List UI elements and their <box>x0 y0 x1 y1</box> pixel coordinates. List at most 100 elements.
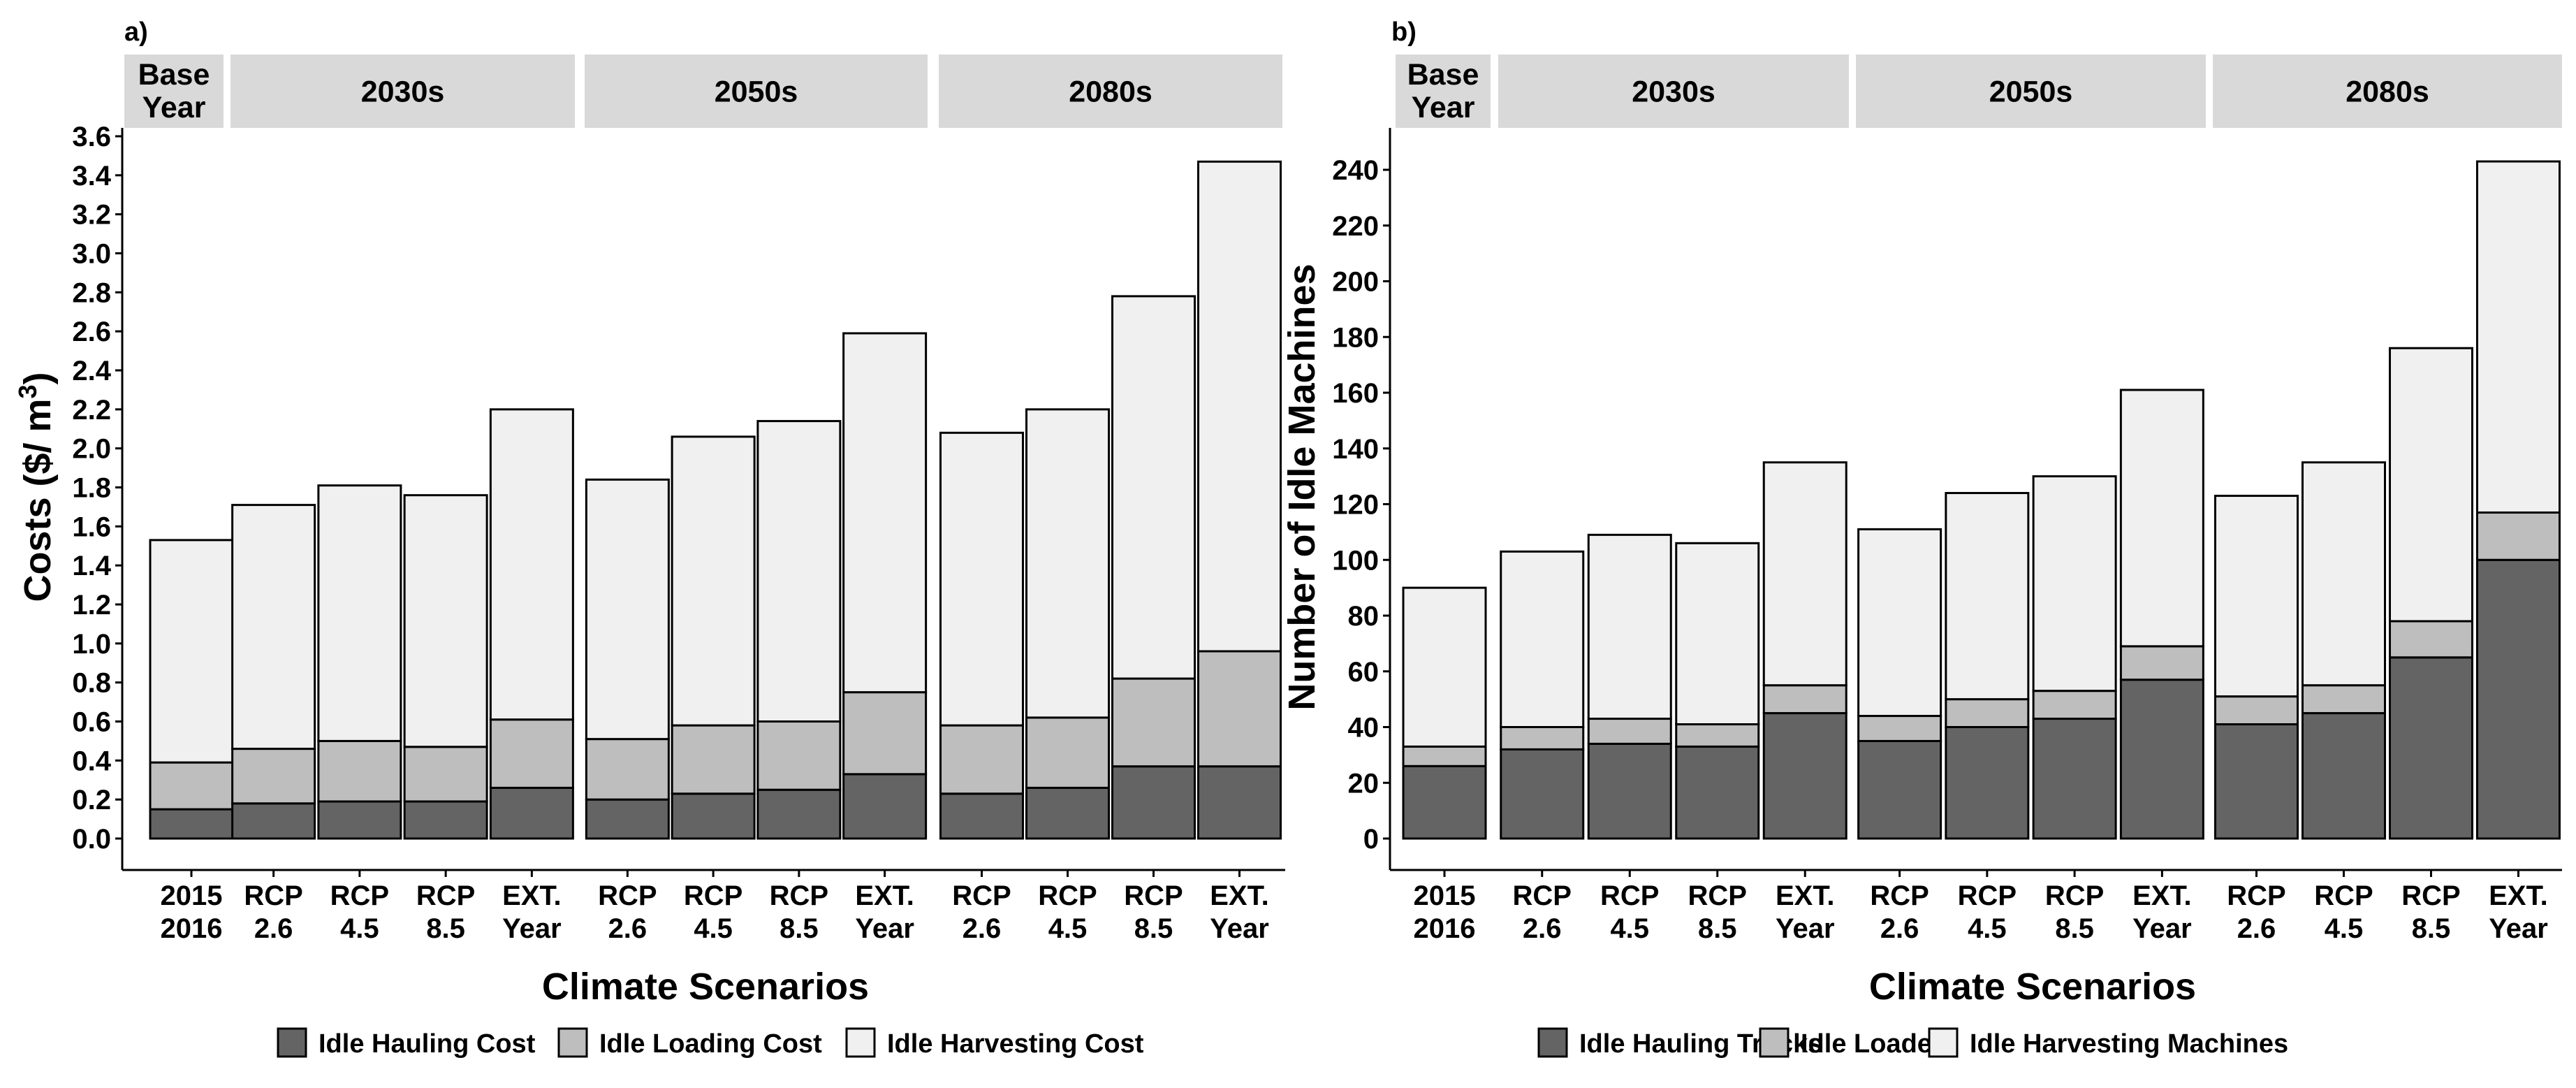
panel-b-bar-loading-f2-c2 <box>2032 690 2117 720</box>
panel-a-legend-swatch-loading <box>557 1027 588 1058</box>
panel-a-bar-hauling-f1-c1 <box>317 800 402 840</box>
panel-b-bar-harvesting-f2-c2 <box>2032 475 2117 692</box>
panel-a-x-label-f2-c2-line2: 8.5 <box>780 913 819 944</box>
panel-b-bar-loading-f1-c3 <box>1762 684 1847 715</box>
panel-b-bar-harvesting-f1-c0 <box>1500 550 1585 728</box>
panel-b-bar-hauling-f2-c2 <box>2032 718 2117 840</box>
panel-a-y-tick-label-6: 1.2 <box>72 590 111 621</box>
panel-a-y-tick-label-15: 3.0 <box>72 239 111 270</box>
panel-b-y-tick-label-3: 60 <box>1348 657 1380 688</box>
panel-a-x-label-f1-c2-line2: 8.5 <box>426 913 465 944</box>
panel-b-tag: b) <box>1391 17 1417 47</box>
panel-a-x-label-f1-c1-line2: 4.5 <box>340 913 379 944</box>
panel-a-x-label-f0-c0-line2: 2016 <box>161 913 223 944</box>
panel-b-x-label-f1-c0-line2: 2.6 <box>1523 913 1562 944</box>
panel-a-y-tick-label-17: 3.4 <box>72 161 111 191</box>
panel-a-x-label-f3-c0-line2: 2.6 <box>963 913 1002 944</box>
panel-a-y-tick-label-1: 0.2 <box>72 785 111 815</box>
panel-b-bar-harvesting-f0-c0 <box>1402 586 1487 748</box>
panel-a-facet-strip-1 <box>230 55 575 128</box>
panel-a-bar-hauling-f3-c2 <box>1111 765 1196 840</box>
panel-b-x-axis-title: Climate Scenarios <box>1869 966 2196 1008</box>
panel-b-x-label-f2-c2-line1: RCP <box>2045 880 2104 911</box>
panel-a-y-tick-label-13: 2.6 <box>72 317 111 347</box>
panel-b-x-label-f2-c3-line1: EXT. <box>2132 880 2191 911</box>
panel-b-bar-loading-f2-c3 <box>2119 645 2204 681</box>
panel-a-bar-loading-f1-c3 <box>489 718 574 789</box>
panel-a-legend-swatch-hauling <box>277 1027 307 1058</box>
panel-b-bar-hauling-f1-c1 <box>1587 742 1672 840</box>
panel-a-bar-harvesting-f3-c0 <box>939 431 1024 727</box>
panel-a-x-label-f1-c0-line2: 2.6 <box>254 913 293 944</box>
panel-b-y-tick-label-5: 100 <box>1332 545 1379 576</box>
panel-b-bar-hauling-f3-c3 <box>2476 558 2561 840</box>
panel-b-y-tick-label-11: 220 <box>1332 211 1379 242</box>
panel-a-legend-label-loading: Idle Loading Cost <box>599 1029 822 1059</box>
panel-a-legend-label-harvesting: Idle Harvesting Cost <box>887 1029 1144 1059</box>
panel-a-bar-hauling-f2-c0 <box>585 798 670 840</box>
panel-a-x-label-f3-c1-line2: 4.5 <box>1048 913 1088 944</box>
panel-a-y-tick-label-2: 0.4 <box>72 746 111 776</box>
panel-a-facet-strip-2 <box>585 55 928 128</box>
panel-a-x-label-f1-c1-line1: RCP <box>330 880 389 911</box>
panel-b-y-tick-label-12: 240 <box>1332 155 1379 186</box>
panel-b-x-label-f3-c3-line1: EXT. <box>2489 880 2547 911</box>
panel-b-x-label-f3-c0-line1: RCP <box>2227 880 2285 911</box>
panel-a-facet-label-2: 2050s <box>715 75 798 109</box>
panel-b-x-label-f2-c1-line2: 4.5 <box>1968 913 2007 944</box>
panel-a-bar-harvesting-f3-c1 <box>1025 408 1110 719</box>
panel-b-facet-strip-1 <box>1498 55 1849 128</box>
panel-b-y-tick-label-1: 20 <box>1348 768 1380 799</box>
panel-a-y-tick-label-10: 2.0 <box>72 434 111 465</box>
panel-b-facet-label-0-line2: Year <box>1412 91 1475 124</box>
panel-b-bar-harvesting-f2-c1 <box>1945 492 2030 701</box>
panel-a-x-label-f3-c2-line1: RCP <box>1124 880 1183 911</box>
panel-b-x-label-f0-c0-line1: 2015 <box>1414 880 1476 911</box>
panel-a-x-label-f3-c3-line1: EXT. <box>1210 880 1268 911</box>
panel-b-x-label-f0-c0-line2: 2016 <box>1414 913 1476 944</box>
panel-a-y-tick-label-3: 0.6 <box>72 707 111 738</box>
panel-a-y-tick-label-8: 1.6 <box>72 512 111 542</box>
panel-b-x-label-f1-c3-line1: EXT. <box>1776 880 1834 911</box>
panel-a-bar-loading-f2-c3 <box>842 691 928 776</box>
panel-a-y-tick-label-4: 0.8 <box>72 668 111 699</box>
panel-a-x-label-f2-c0-line2: 2.6 <box>608 913 647 944</box>
panel-a-y-tick-label-16: 3.2 <box>72 200 111 231</box>
panel-a-bar-loading-f2-c2 <box>756 720 842 791</box>
panel-a-bar-harvesting-f1-c1 <box>317 484 402 742</box>
panel-a-x-label-f0-c0-line1: 2015 <box>161 880 223 911</box>
panel-a-bar-harvesting-f3-c3 <box>1197 160 1282 653</box>
panel-b-bar-hauling-f1-c2 <box>1675 745 1760 840</box>
panel-b-y-tick-label-4: 80 <box>1348 601 1380 632</box>
panel-a-bar-loading-f3-c1 <box>1025 716 1110 789</box>
panel-a-bar-hauling-f2-c3 <box>842 773 928 840</box>
panel-a-x-label-f1-c2-line1: RCP <box>416 880 475 911</box>
panel-b-x-label-f3-c1-line1: RCP <box>2314 880 2373 911</box>
panel-b-y-tick-label-8: 160 <box>1332 378 1379 409</box>
panel-a-bar-harvesting-f2-c0 <box>585 478 670 741</box>
panel-a-x-label-f2-c0-line1: RCP <box>598 880 657 911</box>
panel-b-bar-loading-f3-c3 <box>2476 511 2561 561</box>
panel-a-facet-label-3: 2080s <box>1069 75 1152 109</box>
panel-b-x-label-f1-c0-line1: RCP <box>1513 880 1572 911</box>
panel-a-facet-strip-3 <box>939 55 1282 128</box>
panel-b-bar-harvesting-f3-c1 <box>2301 461 2386 687</box>
panel-a-legend-swatch-harvesting <box>845 1027 876 1058</box>
panel-b-bar-hauling-f3-c0 <box>2214 723 2299 840</box>
panel-a-bar-harvesting-f2-c2 <box>756 420 842 723</box>
panel-a-bar-hauling-f3-c3 <box>1197 765 1282 840</box>
panel-a-bar-loading-f0-c0 <box>149 761 234 811</box>
panel-a-tag: a) <box>124 17 148 47</box>
panel-b-facet-label-3: 2080s <box>2346 75 2429 109</box>
panel-a-facet-label-0-line2: Year <box>142 91 206 124</box>
panel-b-bar-hauling-f1-c0 <box>1500 748 1585 840</box>
panel-b-facet-strip-0 <box>1396 55 1491 128</box>
panel-a-facet-label-1: 2030s <box>361 75 445 109</box>
panel-b-x-label-f1-c1-line2: 4.5 <box>1610 913 1649 944</box>
panel-b-x-label-f2-c0-line2: 2.6 <box>1880 913 1919 944</box>
panel-a-x-label-f2-c1-line1: RCP <box>684 880 742 911</box>
panel-a-facet-strip-0 <box>124 55 224 128</box>
panel-a-bar-loading-f1-c2 <box>403 746 488 803</box>
